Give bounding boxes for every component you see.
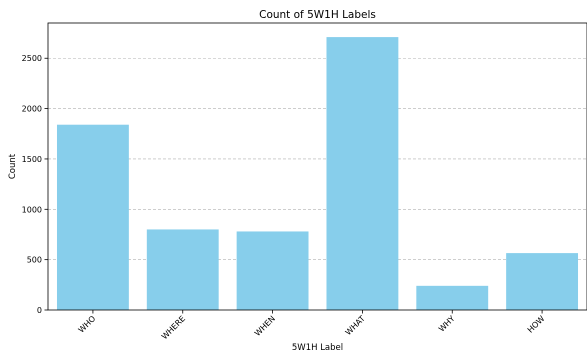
x-tick-label-who: WHO	[77, 314, 98, 335]
bar-when	[236, 231, 309, 310]
x-ticks: WHO WHERE WHEN WHAT WHY HOW	[77, 310, 547, 341]
x-tick-label-when: WHEN	[253, 314, 277, 338]
x-tick-label-where: WHERE	[160, 314, 187, 341]
bar-how	[506, 253, 579, 310]
axes-layer	[47, 22, 587, 311]
bar-why	[416, 285, 489, 310]
bars-layer	[56, 37, 579, 311]
x-tick-label-what: WHAT	[344, 314, 367, 337]
x-tick-label-how: HOW	[526, 314, 547, 335]
y-tick-label-0: 0	[37, 306, 42, 315]
y-tick-label-2500: 2500	[22, 54, 42, 63]
y-tick-label-1500: 1500	[22, 155, 42, 164]
bar-where	[146, 229, 219, 310]
plot-frame	[47, 22, 587, 311]
chart-title: Count of 5W1H Labels	[259, 9, 376, 21]
x-tick-label-why: WHY	[437, 314, 457, 334]
x-axis-label: 5W1H Label	[292, 343, 343, 352]
y-tick-label-1000: 1000	[22, 205, 42, 214]
y-ticks: 0 500 1000 1500 2000 2500	[22, 54, 48, 315]
y-tick-label-500: 500	[27, 256, 42, 265]
bar-who	[56, 124, 129, 310]
y-tick-label-2000: 2000	[22, 105, 42, 114]
bar-what	[326, 37, 399, 311]
y-axis-label: Count	[8, 153, 18, 179]
